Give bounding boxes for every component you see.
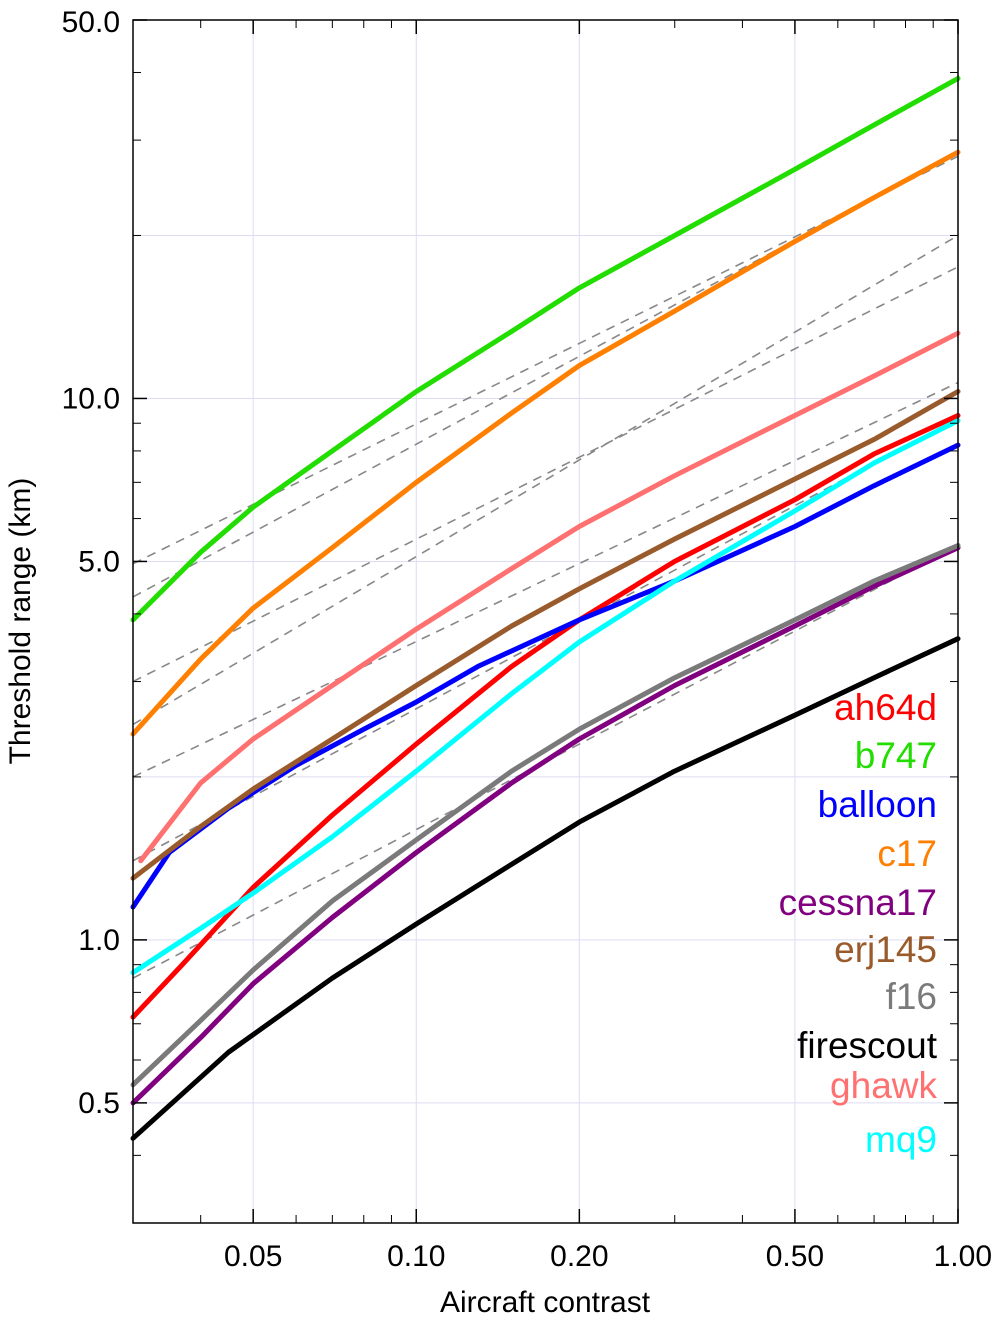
legend-entry-ah64d: ah64d	[834, 687, 937, 728]
y-tick-label: 5.0	[78, 545, 120, 578]
y-tick-label: 1.0	[78, 924, 120, 957]
y-tick-label: 10.0	[62, 382, 120, 415]
series-line-b747	[130, 75, 961, 623]
reference-line	[132, 381, 959, 778]
plot-frame	[132, 19, 959, 1224]
series-line-ghawk	[138, 330, 961, 864]
legend-entry-balloon: balloon	[818, 784, 937, 825]
series-line-erj145	[130, 389, 961, 881]
series-line-firescout	[130, 636, 961, 1141]
y-axis-title: Threshold range (km)	[4, 478, 37, 765]
legend-entry-ghawk: ghawk	[830, 1065, 937, 1106]
axis-ticks: 0.5 1.0 5.0 10.0 50.0 0.05 0.10 0.20 0.50 1.00	[62, 6, 992, 1273]
reference-line	[132, 417, 959, 862]
legend-entry-c17: c17	[877, 833, 937, 874]
series-line-ah64d	[130, 413, 961, 1020]
reference-line	[132, 151, 959, 598]
x-tick-label: 0.10	[387, 1240, 445, 1273]
series-line-cessna17	[130, 545, 961, 1106]
legend-entry-b747: b747	[855, 735, 937, 776]
legend-entry-firescout: firescout	[797, 1025, 938, 1066]
reference-line	[132, 266, 959, 683]
series-lines	[130, 75, 961, 1141]
y-tick-label: 0.5	[78, 1087, 120, 1120]
legend: ah64d b747 balloon c17 cessna17 erj145 f16 fire…	[779, 687, 938, 1160]
series-line-f16	[130, 543, 961, 1088]
series-line-mq9	[130, 418, 961, 976]
x-tick-label: 0.50	[766, 1240, 824, 1273]
x-axis-title: Aircraft contrast	[440, 1286, 651, 1319]
legend-entry-f16: f16	[886, 976, 937, 1017]
x-tick-label: 1.00	[934, 1240, 992, 1273]
legend-entry-erj145: erj145	[834, 929, 937, 970]
legend-entry-cessna17: cessna17	[779, 882, 937, 923]
series-line-c17	[130, 149, 961, 737]
legend-entry-mq9: mq9	[865, 1119, 937, 1160]
y-tick-label: 50.0	[62, 6, 120, 39]
x-tick-label: 0.20	[550, 1240, 608, 1273]
x-tick-label: 0.05	[224, 1240, 282, 1273]
